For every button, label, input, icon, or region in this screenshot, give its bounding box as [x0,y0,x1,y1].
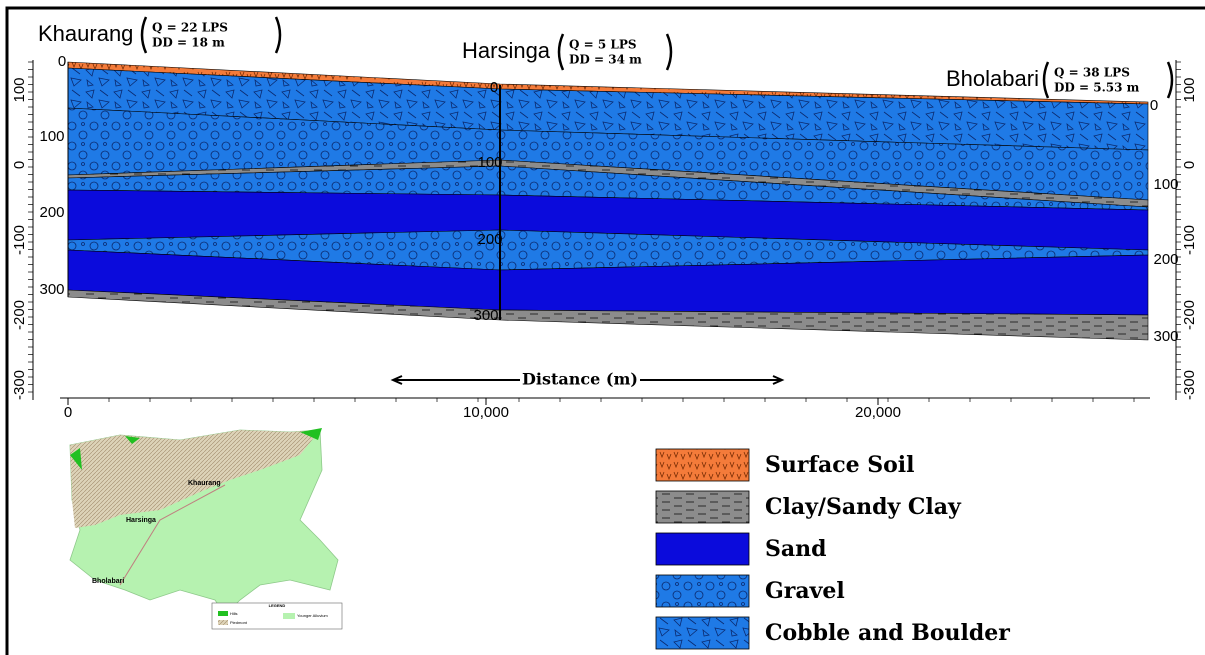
map-label: Bholabari [92,578,124,585]
legend-swatch [656,449,749,481]
drawdown: DD = 18 m [152,36,225,50]
elevation-tick-label: -100 [11,225,28,255]
depth-label: 300 [39,281,64,298]
legend-label: Gravel [765,578,845,604]
well-name: Bholabari [946,66,1039,91]
legend-swatch [656,491,749,523]
legend-label: Sand [765,536,827,562]
well-name: Harsinga [462,38,551,63]
legend-label: Cobble and Boulder [765,620,1010,646]
map-label: Harsinga [126,517,156,524]
legend-swatch [656,617,749,649]
depth-label: 100 [39,128,64,145]
legend-swatch [656,575,749,607]
legend-swatch [656,533,749,565]
depth-label: 0 [490,79,498,96]
distance-tick-label: 0 [64,404,72,421]
depth-label: 200 [477,231,502,248]
discharge: Q = 38 LPS [1054,66,1130,80]
depth-label: 300 [473,307,498,324]
elevation-tick-label: -300 [11,370,28,400]
depth-label: 300 [1153,328,1178,345]
depth-label: 200 [1153,251,1178,268]
elevation-tick-label: -300 [1181,370,1198,400]
legend-label: Surface Soil [765,452,915,478]
drawdown: DD = 5.53 m [1054,81,1140,95]
legend-label: Clay/Sandy Clay [765,494,962,520]
distance-tick-label: 20,000 [855,404,901,421]
elevation-tick-label: 100 [1181,77,1198,102]
map-legend-item: Younger Alluvium [297,613,328,618]
depth-label: 0 [1150,97,1158,114]
map-legend-title: LEGEND [269,603,286,608]
elevation-tick-label: 0 [1181,161,1198,169]
depth-label: 0 [58,53,66,70]
map-legend-item: Piedmont [230,620,248,625]
layers [68,62,1148,340]
discharge: Q = 22 LPS [152,21,228,35]
map-legend-item: Hills [230,611,238,616]
axis-label: Distance (m) [522,370,638,389]
depth-label: 100 [1153,176,1178,193]
map-label: Khaurang [188,480,221,487]
distance-tick-label: 10,000 [463,404,509,421]
cross-section-figure: Distance (m) Surface Soil Clay/Sandy Clay… [0,0,1205,655]
well-name: Khaurang [38,21,133,46]
elevation-tick-label: -100 [1181,225,1198,255]
elevation-tick-label: 0 [11,161,28,169]
elevation-tick-label: -200 [1181,300,1198,330]
depth-label: 100 [477,154,502,171]
discharge: Q = 5 LPS [569,38,637,52]
drawdown: DD = 34 m [569,53,642,67]
elevation-tick-label: 100 [11,77,28,102]
elevation-tick-label: -200 [11,300,28,330]
depth-label: 200 [39,204,64,221]
